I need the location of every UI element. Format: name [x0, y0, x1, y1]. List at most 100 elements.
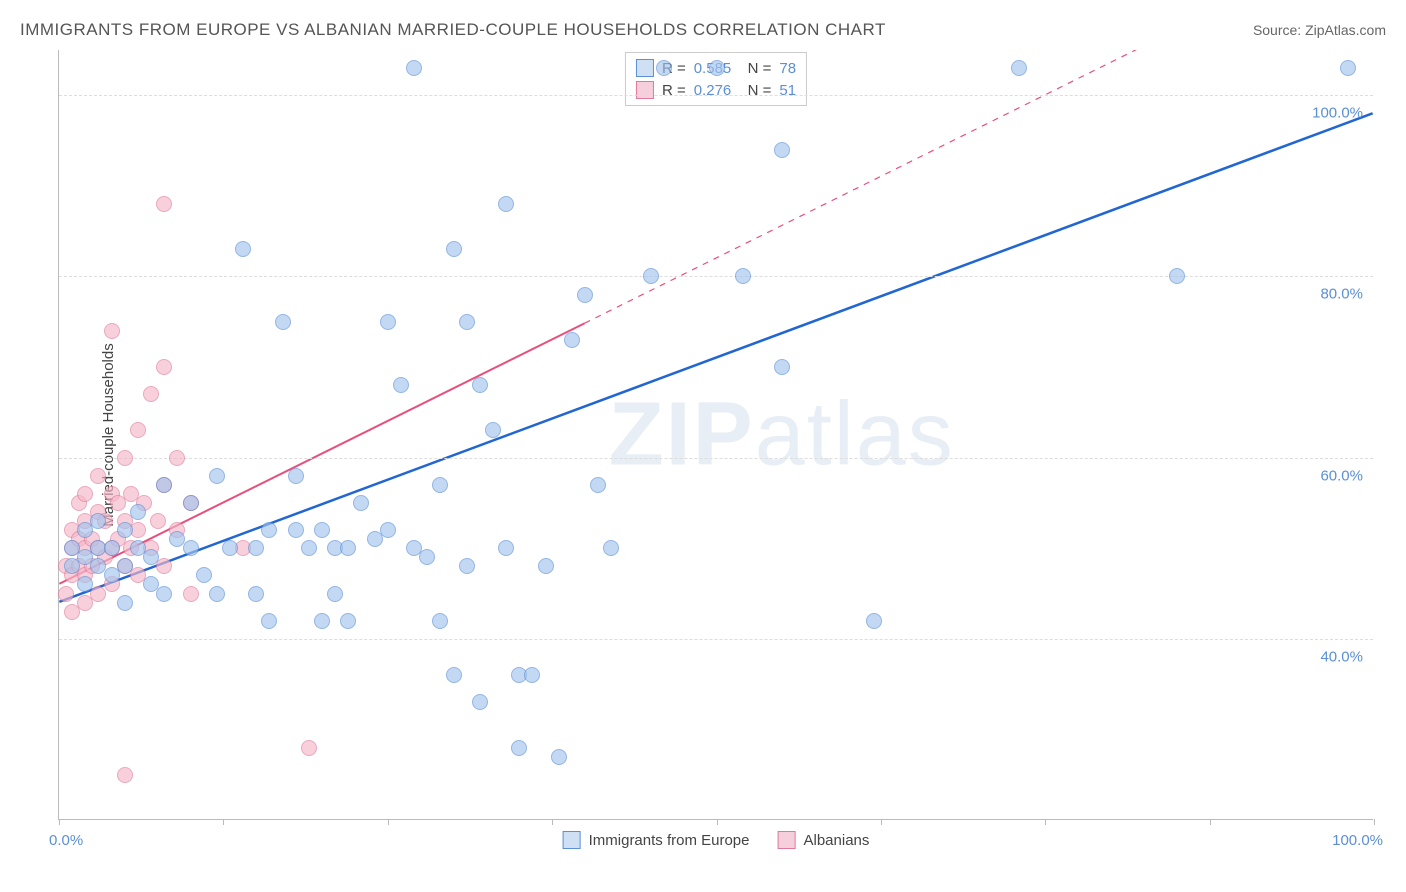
data-point-blue	[511, 740, 527, 756]
legend-swatch-pink	[636, 81, 654, 99]
data-point-blue	[275, 314, 291, 330]
data-point-pink	[143, 386, 159, 402]
legend-swatch-pink-icon	[778, 831, 796, 849]
data-point-blue	[551, 749, 567, 765]
data-point-blue	[498, 196, 514, 212]
data-point-blue	[393, 377, 409, 393]
gridline-h	[59, 95, 1373, 96]
data-point-blue	[472, 377, 488, 393]
x-tick	[552, 819, 553, 825]
data-point-blue	[248, 540, 264, 556]
data-point-blue	[196, 567, 212, 583]
data-point-blue	[380, 314, 396, 330]
legend-swatch-blue-icon	[563, 831, 581, 849]
data-point-pink	[156, 359, 172, 375]
data-point-blue	[222, 540, 238, 556]
data-point-blue	[183, 495, 199, 511]
data-point-blue	[866, 613, 882, 629]
data-point-pink	[301, 740, 317, 756]
data-point-blue	[406, 60, 422, 76]
legend-item-europe: Immigrants from Europe	[563, 831, 750, 849]
data-point-blue	[183, 540, 199, 556]
data-point-blue	[524, 667, 540, 683]
data-point-pink	[156, 196, 172, 212]
data-point-blue	[485, 422, 501, 438]
x-tick	[1045, 819, 1046, 825]
x-tick	[388, 819, 389, 825]
data-point-blue	[590, 477, 606, 493]
data-point-blue	[314, 522, 330, 538]
data-point-blue	[564, 332, 580, 348]
data-point-blue	[77, 576, 93, 592]
data-point-blue	[446, 241, 462, 257]
data-point-blue	[774, 359, 790, 375]
data-point-pink	[117, 767, 133, 783]
data-point-blue	[446, 667, 462, 683]
data-point-blue	[301, 540, 317, 556]
series-legend: Immigrants from Europe Albanians	[563, 831, 870, 849]
x-tick	[223, 819, 224, 825]
data-point-pink	[90, 468, 106, 484]
data-point-blue	[90, 513, 106, 529]
data-point-blue	[340, 540, 356, 556]
data-point-blue	[143, 549, 159, 565]
data-point-blue	[380, 522, 396, 538]
x-tick	[1210, 819, 1211, 825]
data-point-blue	[353, 495, 369, 511]
x-tick	[881, 819, 882, 825]
x-axis-max-label: 100.0%	[1332, 832, 1383, 849]
data-point-pink	[169, 450, 185, 466]
gridline-h	[59, 458, 1373, 459]
data-point-pink	[156, 558, 172, 574]
data-point-blue	[117, 558, 133, 574]
trend-lines-svg	[59, 50, 1373, 819]
x-axis-min-label: 0.0%	[49, 832, 83, 849]
data-point-blue	[117, 522, 133, 538]
data-point-blue	[340, 613, 356, 629]
chart-title: IMMIGRANTS FROM EUROPE VS ALBANIAN MARRI…	[20, 20, 886, 40]
gridline-h	[59, 639, 1373, 640]
data-point-blue	[1340, 60, 1356, 76]
data-point-blue	[1011, 60, 1027, 76]
data-point-blue	[432, 613, 448, 629]
y-tick-label: 40.0%	[1320, 648, 1363, 665]
x-tick	[1374, 819, 1375, 825]
data-point-blue	[130, 504, 146, 520]
data-point-blue	[459, 558, 475, 574]
data-point-blue	[472, 694, 488, 710]
data-point-pink	[150, 513, 166, 529]
data-point-blue	[1169, 268, 1185, 284]
data-point-blue	[419, 549, 435, 565]
data-point-blue	[261, 613, 277, 629]
data-point-blue	[248, 586, 264, 602]
data-point-blue	[327, 586, 343, 602]
data-point-pink	[104, 323, 120, 339]
data-point-blue	[209, 586, 225, 602]
data-point-blue	[117, 595, 133, 611]
data-point-blue	[432, 477, 448, 493]
data-point-blue	[156, 586, 172, 602]
data-point-blue	[498, 540, 514, 556]
data-point-blue	[577, 287, 593, 303]
data-point-blue	[656, 60, 672, 76]
y-tick-label: 80.0%	[1320, 286, 1363, 303]
x-tick	[717, 819, 718, 825]
data-point-blue	[314, 613, 330, 629]
data-point-blue	[735, 268, 751, 284]
data-point-blue	[209, 468, 225, 484]
data-point-blue	[774, 142, 790, 158]
source-credit: Source: ZipAtlas.com	[1253, 22, 1386, 38]
legend-row-pink: R = 0.276 N = 51	[636, 79, 796, 101]
data-point-blue	[235, 241, 251, 257]
data-point-blue	[288, 522, 304, 538]
data-point-blue	[288, 468, 304, 484]
data-point-blue	[261, 522, 277, 538]
data-point-blue	[709, 60, 725, 76]
data-point-pink	[183, 586, 199, 602]
data-point-blue	[459, 314, 475, 330]
legend-item-albanians: Albanians	[778, 831, 870, 849]
data-point-blue	[643, 268, 659, 284]
data-point-blue	[603, 540, 619, 556]
data-point-blue	[156, 477, 172, 493]
watermark: ZIPatlas	[609, 383, 955, 486]
